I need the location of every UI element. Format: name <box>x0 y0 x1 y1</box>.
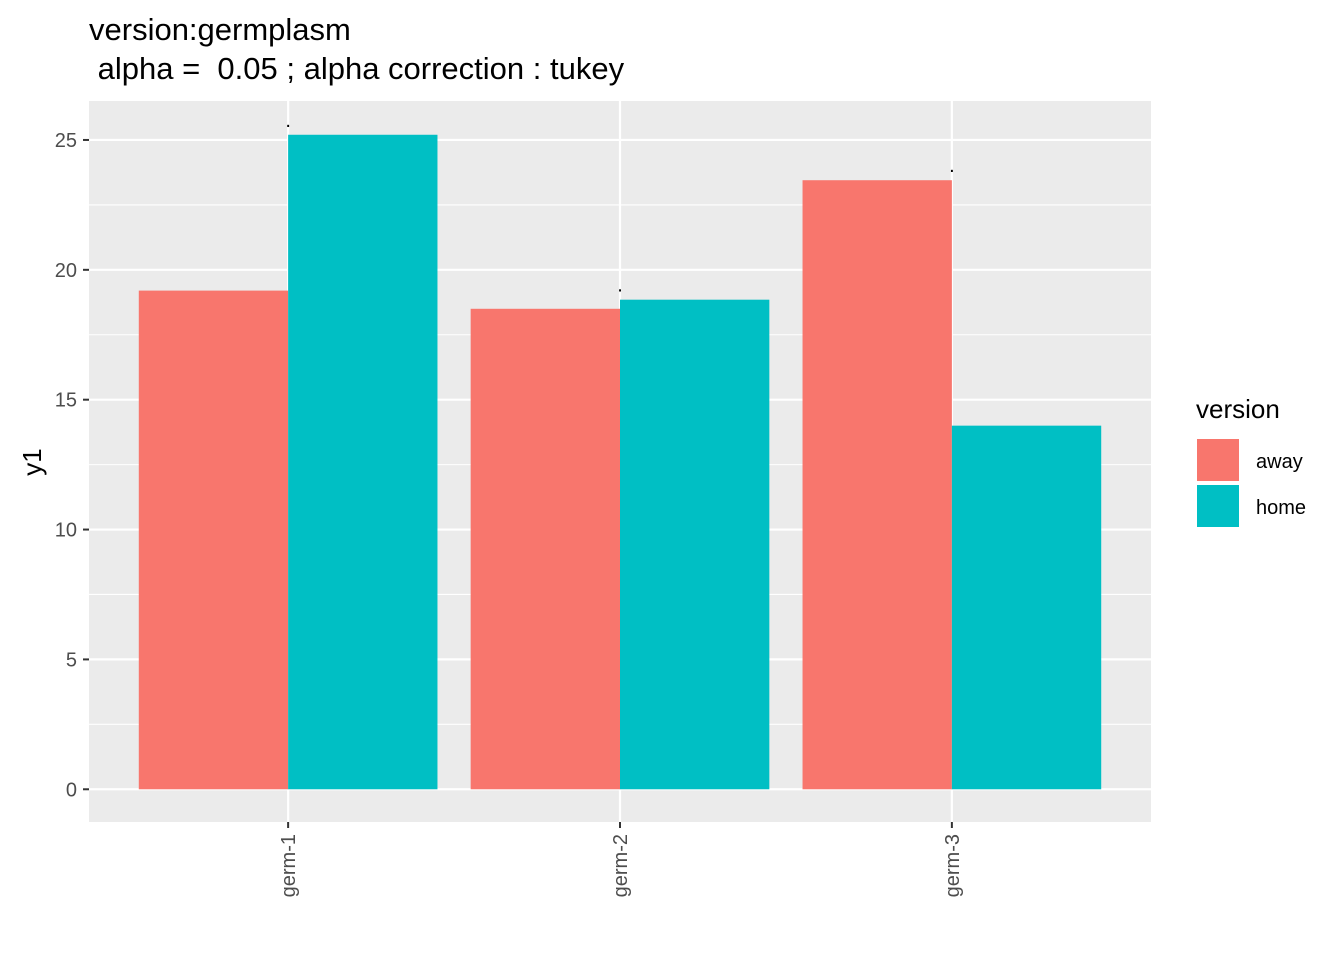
y-axis: 0 5 10 15 20 25 <box>55 130 89 801</box>
x-tick-label: germ-1 <box>278 834 300 897</box>
bar-home-germ-1 <box>288 134 438 790</box>
y-tick-label: 5 <box>66 649 77 671</box>
bar-away-germ-2 <box>470 308 620 790</box>
legend-label-away: away <box>1256 451 1303 473</box>
y-tick-label: 25 <box>55 130 77 152</box>
legend: version away home <box>1196 394 1306 527</box>
legend-title: version <box>1196 394 1280 424</box>
group-letter-germ-1: . <box>285 110 291 132</box>
y-axis-title: y1 <box>17 448 47 475</box>
y-tick-label: 15 <box>55 390 77 412</box>
group-letter-germ-3: . <box>949 155 955 177</box>
bar-home-germ-2 <box>620 299 770 790</box>
bar-home-germ-3 <box>951 425 1102 790</box>
group-letter-germ-2: . <box>617 275 623 297</box>
group-letters: ... <box>285 110 954 297</box>
chart-subtitle: alpha = 0.05 ; alpha correction : tukey <box>89 51 625 86</box>
y-tick-label: 20 <box>55 260 77 282</box>
x-tick-label: germ-2 <box>610 834 632 897</box>
bars <box>138 134 1102 790</box>
x-axis: germ-1 germ-2 germ-3 <box>278 822 964 897</box>
legend-label-home: home <box>1256 497 1306 519</box>
bar-away-germ-1 <box>138 290 289 790</box>
chart-title: version:germplasm <box>89 12 351 47</box>
legend-key-away <box>1197 439 1239 481</box>
y-tick-label: 10 <box>55 520 77 542</box>
bar-away-germ-3 <box>802 180 952 790</box>
x-tick-label: germ-3 <box>942 834 964 897</box>
legend-key-home <box>1197 485 1239 527</box>
y-tick-label: 0 <box>66 779 77 801</box>
